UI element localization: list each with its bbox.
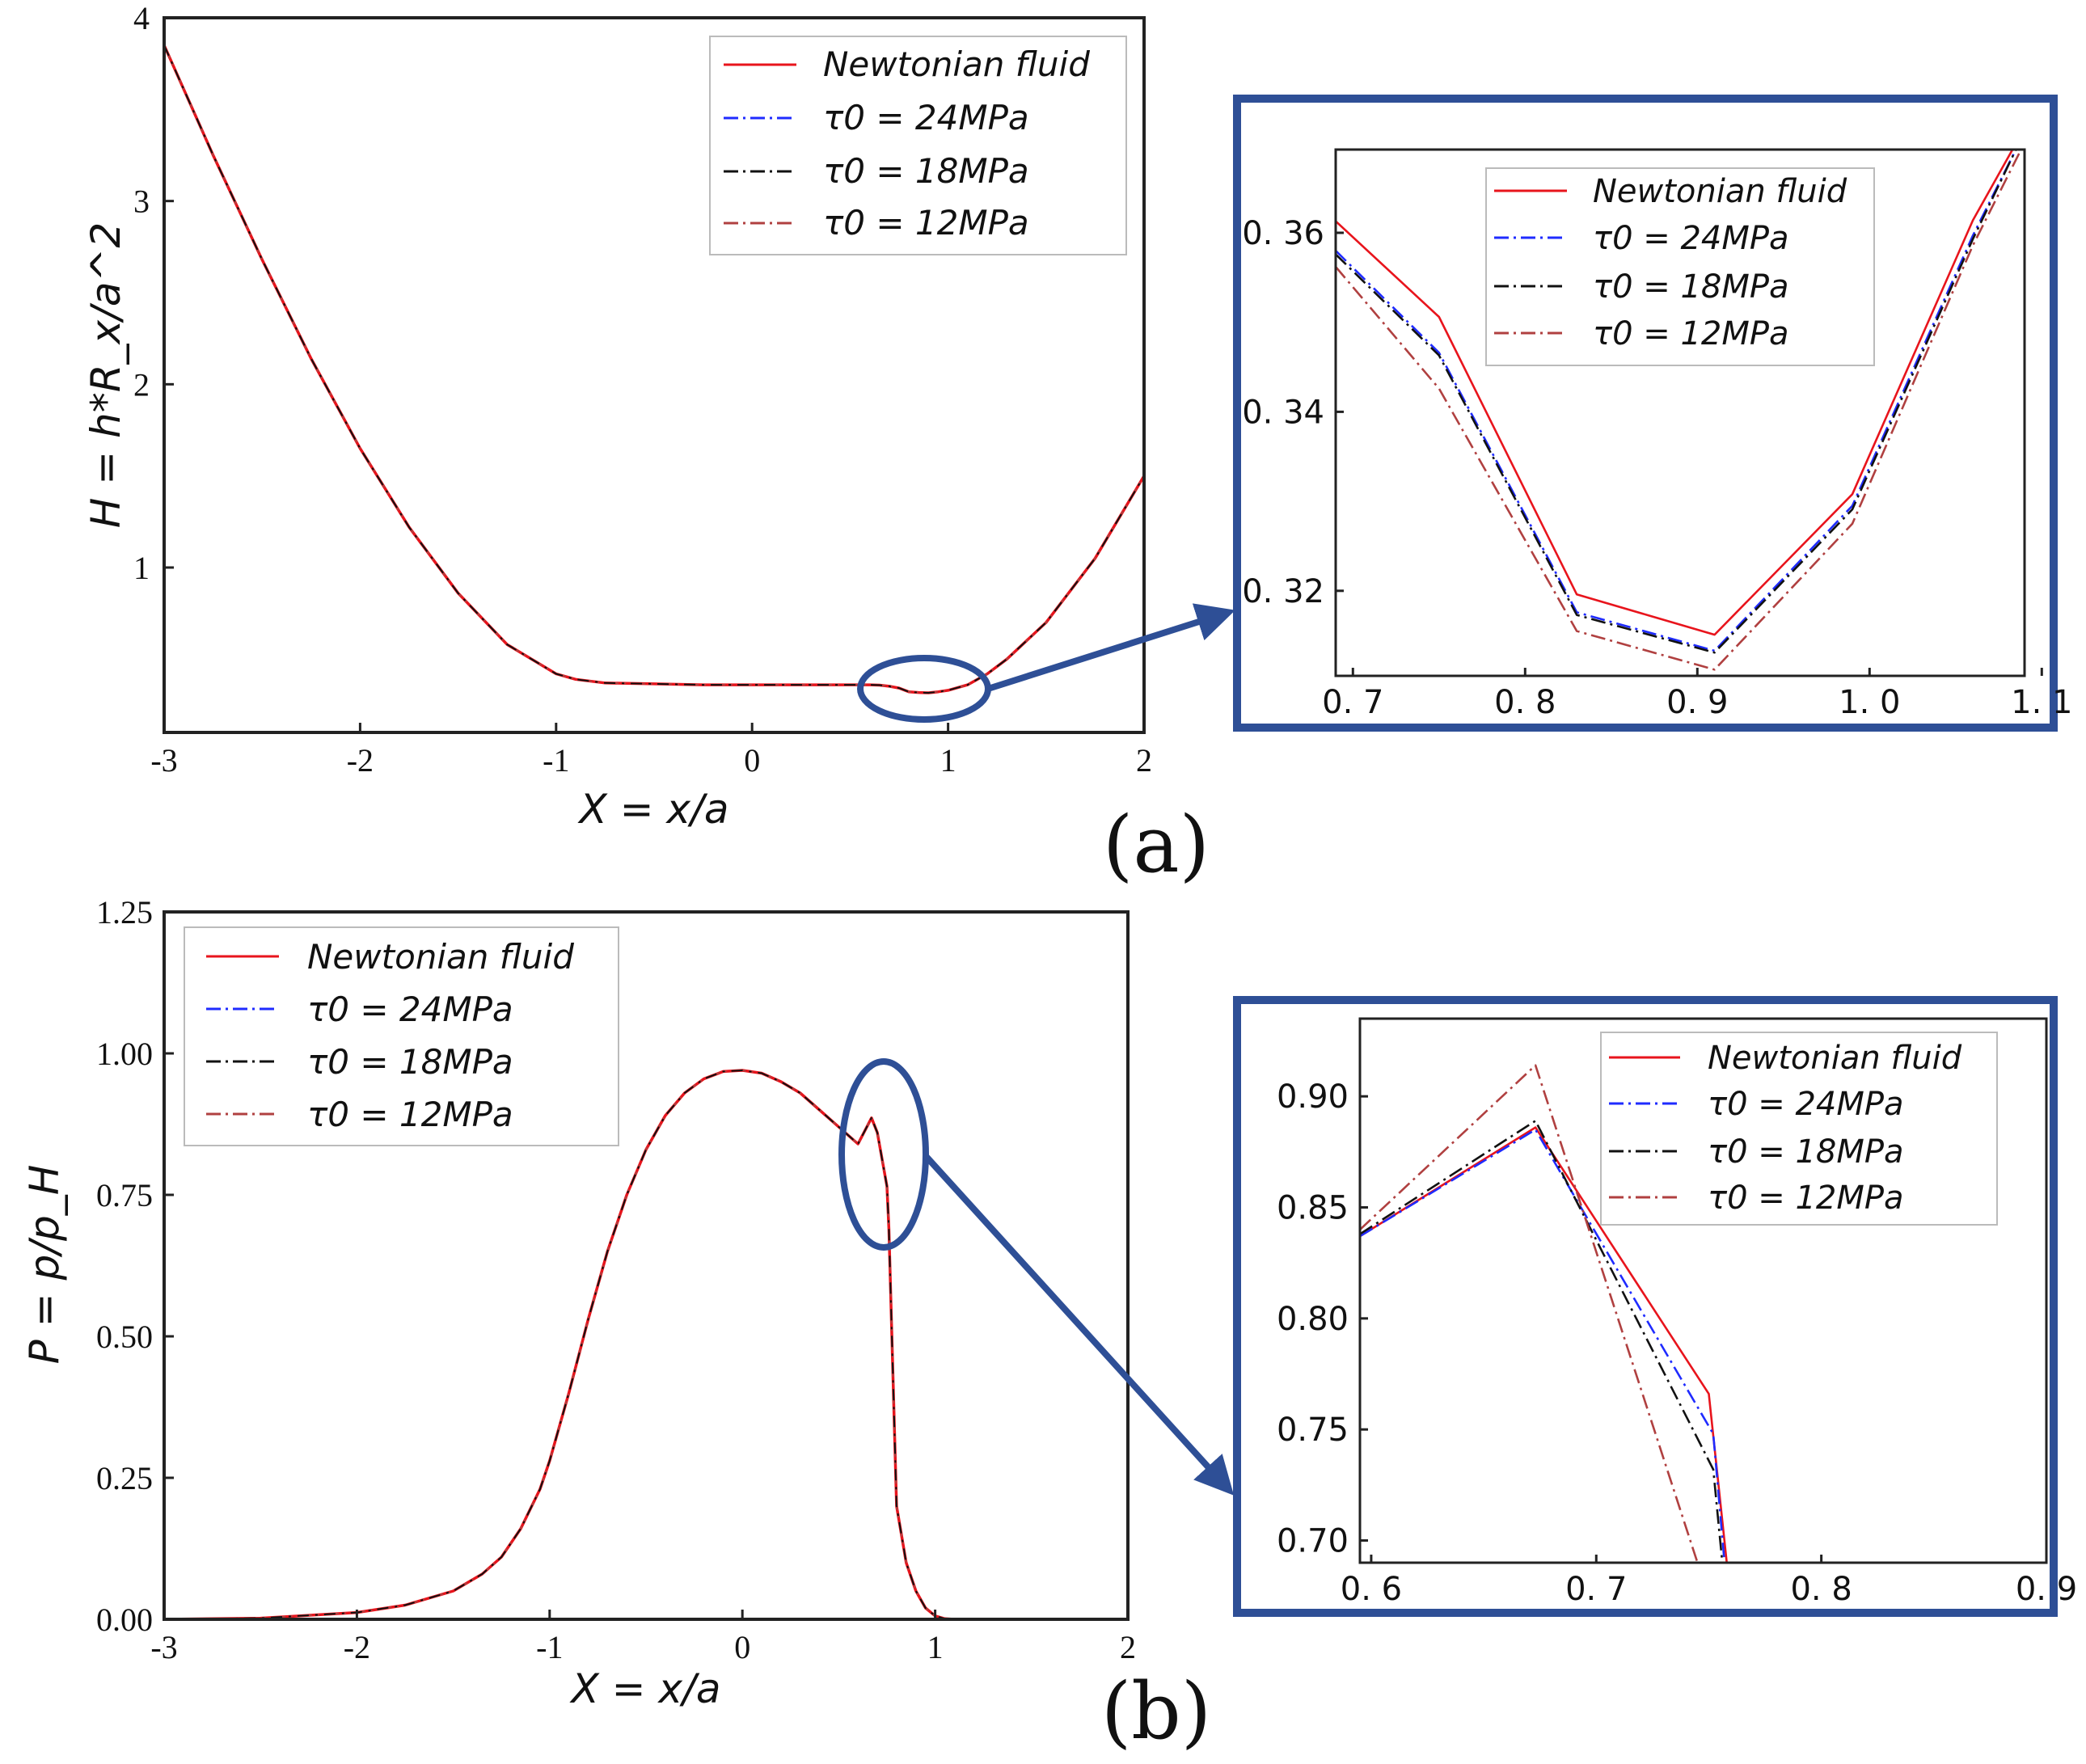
ytick-label-a-main-2: 3 <box>133 184 150 220</box>
xtick-label-b-inset-0: 0. 6 <box>1341 1571 1402 1608</box>
series-line-a-inset-0 <box>1336 150 2014 636</box>
legend-bi-label-24: τ0 = 24MPa <box>1708 1086 1904 1123</box>
zoom-arrow-a <box>986 603 1235 692</box>
legend-a-label-newtonian: Newtonian fluid <box>823 44 1090 84</box>
ytick-label-b-inset-2: 0.80 <box>1277 1301 1349 1338</box>
series-line-b-inset-3 <box>1360 1064 1699 1563</box>
plot-b-inset-frame <box>1358 1017 2048 1564</box>
legend-a-label-12: τ0 = 12MPa <box>823 203 1029 243</box>
legend-a-label-24: τ0 = 24MPa <box>823 98 1029 137</box>
series-overlay-b-main-1 <box>164 1070 1128 1619</box>
ytick-label-a-main-3: 4 <box>133 0 150 36</box>
zoom-ellipse-b <box>838 1058 929 1251</box>
legend-ai-label-18: τ0 = 18MPa <box>1593 268 1789 306</box>
xtick-label-b-main-0: -3 <box>150 1629 177 1665</box>
legend-b-main-box <box>184 926 619 1146</box>
xtick-label-b-inset-2: 0. 8 <box>1790 1571 1852 1608</box>
plot-b-inset: 0. 6 0. 7 0. 8 0. 9 0.70 0.75 0.80 0.85 0.90 New… <box>1277 1017 2077 1608</box>
legend-a-main: Newtonian fluid τ0 = 24MPa τ0 = 18MPa τ0… <box>709 36 1127 255</box>
series-line-b-main-0 <box>164 1069 1128 1619</box>
ytick-label-a-inset-1: 0. 34 <box>1242 394 1324 431</box>
xtick-label-a-main-1: -2 <box>347 742 374 779</box>
legend-b-inset: Newtonian fluid τ0 = 24MPa τ0 = 18MPa τ0… <box>1600 1032 1998 1226</box>
xtick-label-b-inset-1: 0. 7 <box>1565 1571 1627 1608</box>
xtick-label-b-main-5: 2 <box>1120 1629 1136 1665</box>
legend-b-label-12: τ0 = 12MPa <box>307 1095 513 1134</box>
plot-a-inset: 0. 7 0. 8 0. 9 1. 0 1. 1 0. 32 0. 34 0. 36 Newt… <box>1242 148 2072 721</box>
xtick-label-b-main-2: -1 <box>536 1629 563 1665</box>
ytick-label-b-inset-3: 0.85 <box>1277 1189 1349 1226</box>
xtick-label-a-main-0: -3 <box>150 742 177 779</box>
xtick-label-a-inset-1: 0. 8 <box>1494 684 1556 721</box>
ytick-label-b-main-1: 0.25 <box>96 1460 153 1496</box>
legend-b-label-24: τ0 = 24MPa <box>307 990 513 1029</box>
series-line-b-inset-0 <box>1360 1126 1728 1563</box>
ytick-label-b-inset-4: 0.90 <box>1277 1078 1349 1116</box>
legend-b-main: Newtonian fluid τ0 = 24MPa τ0 = 18MPa τ0… <box>184 926 619 1146</box>
ytick-label-a-main-0: 1 <box>133 550 150 586</box>
xtick-label-a-inset-2: 0. 9 <box>1666 684 1728 721</box>
ytick-label-b-main-3: 0.75 <box>96 1177 153 1213</box>
xtick-label-a-inset-0: 0. 7 <box>1322 684 1383 721</box>
series-line-a-inset-3 <box>1336 150 2022 671</box>
legend-ai-label-12: τ0 = 12MPa <box>1593 315 1789 352</box>
xtick-label-b-inset-3: 0. 9 <box>2016 1571 2077 1608</box>
legend-bi-label-newtonian: Newtonian fluid <box>1708 1040 1962 1077</box>
legend-a-label-18: τ0 = 18MPa <box>823 151 1029 191</box>
ytick-label-b-main-0: 0.00 <box>96 1602 153 1638</box>
ylabel-a: H = h*R_x/a^2 <box>82 222 129 529</box>
legend-b-inset-box <box>1600 1032 1998 1226</box>
series-line-a-inset-2 <box>1336 150 2017 654</box>
ylabel-b: P = p/p_H <box>21 1165 68 1365</box>
legend-bi-label-12: τ0 = 12MPa <box>1708 1180 1904 1217</box>
legend-bi-label-18: τ0 = 18MPa <box>1708 1133 1904 1171</box>
xtick-label-a-main-5: 2 <box>1136 742 1152 779</box>
inset-b-border <box>1233 996 2058 1617</box>
xtick-label-a-main-3: 0 <box>744 742 760 779</box>
xlabel-a: X = x/a <box>576 786 728 833</box>
zoom-ellipse-a <box>857 655 991 723</box>
panel-label-b: (b) <box>1101 1666 1211 1757</box>
plot-b-main: -3 -2 -1 0 1 2 0.00 0.25 0.50 0.75 1.00 1.25 Newton… <box>21 894 1136 1712</box>
ytick-label-b-inset-0: 0.70 <box>1277 1523 1349 1560</box>
series-line-b-inset-2 <box>1360 1120 1724 1563</box>
legend-ai-label-newtonian: Newtonian fluid <box>1593 173 1847 210</box>
legend-b-label-newtonian: Newtonian fluid <box>307 937 574 977</box>
xlabel-b: X = x/a <box>568 1665 720 1712</box>
inset-a-border <box>1233 95 2058 732</box>
ytick-label-b-inset-1: 0.75 <box>1277 1412 1349 1449</box>
plot-b-main-frame <box>163 910 1130 1621</box>
plot-a-main: -3 -2 -1 0 1 2 1 2 3 4 Newtonian fluid τ0 = 24MPa… <box>82 0 1152 833</box>
xtick-label-b-main-4: 1 <box>927 1629 944 1665</box>
ytick-label-b-main-2: 0.50 <box>96 1319 153 1355</box>
zoom-arrow-b <box>923 1154 1235 1496</box>
xtick-label-a-main-2: -1 <box>543 742 569 779</box>
series-line-a-inset-1 <box>1336 150 2017 652</box>
legend-b-label-18: τ0 = 18MPa <box>307 1042 513 1082</box>
series-overlay-a-main-1 <box>164 44 1144 694</box>
ytick-label-a-inset-0: 0. 32 <box>1242 573 1324 610</box>
panel-label-a: (a) <box>1103 800 1210 890</box>
legend-a-inset: Newtonian fluid τ0 = 24MPa τ0 = 18MPa τ0… <box>1485 167 1875 366</box>
xtick-label-b-main-1: -2 <box>344 1629 370 1665</box>
legend-a-main-box <box>709 36 1127 255</box>
ytick-label-a-main-1: 2 <box>133 366 150 403</box>
xtick-label-b-main-3: 0 <box>734 1629 750 1665</box>
xtick-label-a-inset-3: 1. 0 <box>1839 684 1900 721</box>
ytick-label-a-inset-2: 0. 36 <box>1242 215 1324 252</box>
ytick-label-b-main-5: 1.25 <box>96 894 153 931</box>
legend-ai-label-24: τ0 = 24MPa <box>1593 220 1789 257</box>
xtick-label-a-main-4: 1 <box>940 742 956 779</box>
plot-a-main-frame <box>163 16 1146 734</box>
xtick-label-a-inset-4: 1. 1 <box>2011 684 2072 721</box>
ytick-label-b-main-4: 1.00 <box>96 1036 153 1072</box>
series-line-b-inset-1 <box>1360 1129 1726 1563</box>
